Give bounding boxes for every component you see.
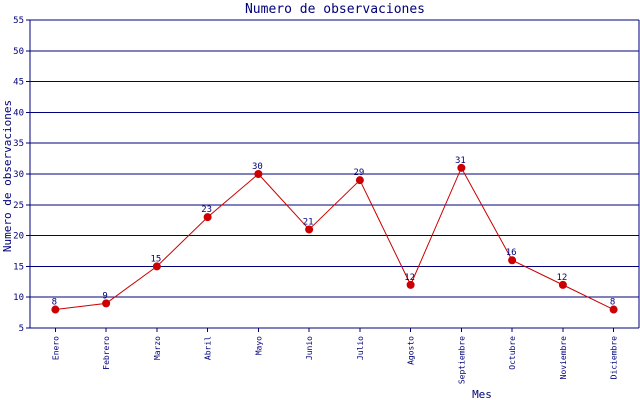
x-tick-label: Marzo bbox=[153, 336, 162, 360]
data-label: 30 bbox=[252, 162, 263, 172]
series-line bbox=[55, 166, 614, 311]
x-tick-label: Enero bbox=[51, 336, 60, 360]
data-point bbox=[457, 163, 466, 172]
y-tick-label: 55 bbox=[13, 16, 24, 26]
data-label: 8 bbox=[610, 298, 615, 308]
data-point bbox=[152, 262, 161, 271]
y-tick-label: 5 bbox=[19, 324, 24, 334]
y-axis-label: Numero de observaciones bbox=[1, 100, 14, 252]
data-label: 12 bbox=[556, 273, 567, 283]
x-tick-label: Diciembre bbox=[610, 336, 619, 380]
data-label: 23 bbox=[201, 205, 212, 215]
y-tick-label: 50 bbox=[13, 47, 24, 57]
data-point bbox=[203, 213, 212, 222]
axes: 5 10 15 20 25 30 35 40 45 50 55 Enero Febrero Marzo Ab… bbox=[13, 16, 640, 384]
data-label: 31 bbox=[455, 156, 466, 166]
x-tick-label: Mayo bbox=[254, 336, 263, 355]
y-tick-label: 15 bbox=[13, 262, 24, 272]
data-point bbox=[609, 305, 618, 314]
y-tick-label: 45 bbox=[13, 78, 24, 88]
data-point bbox=[51, 305, 60, 314]
x-tick-label: Agosto bbox=[407, 336, 416, 365]
x-axis-label: Mes bbox=[472, 388, 492, 400]
y-tick-label: 30 bbox=[13, 170, 24, 180]
y-tick-label: 25 bbox=[13, 201, 24, 211]
y-tick-label: 10 bbox=[13, 293, 24, 303]
data-label: 15 bbox=[150, 254, 161, 264]
data-point bbox=[355, 176, 364, 185]
x-tick-label: Noviembre bbox=[559, 336, 568, 380]
x-tick-label: Junio bbox=[305, 336, 314, 360]
series: 8 9 15 23 30 21 29 12 31 16 12 8 bbox=[51, 156, 618, 314]
x-tick-label: Abril bbox=[204, 336, 213, 360]
data-label: 9 bbox=[102, 291, 107, 301]
data-label: 12 bbox=[404, 273, 415, 283]
data-point bbox=[305, 225, 314, 234]
data-label: 21 bbox=[303, 217, 314, 227]
data-point bbox=[558, 280, 567, 289]
data-label: 8 bbox=[52, 298, 57, 308]
data-point bbox=[102, 299, 111, 308]
chart-title: Numero de observaciones bbox=[245, 2, 425, 17]
data-point bbox=[254, 170, 263, 178]
y-tick-label: 40 bbox=[13, 108, 24, 118]
y-tick-label: 20 bbox=[13, 232, 24, 242]
x-tick-label: Septiembre bbox=[457, 336, 466, 384]
x-tick-label: Febrero bbox=[102, 336, 111, 370]
data-point bbox=[406, 280, 415, 289]
x-tick-label: Octubre bbox=[508, 336, 517, 370]
y-tick-label: 35 bbox=[13, 139, 24, 149]
data-label: 29 bbox=[353, 168, 364, 178]
data-point bbox=[508, 256, 517, 265]
grid bbox=[30, 19, 639, 329]
x-tick-label: Julio bbox=[356, 336, 365, 360]
data-label: 16 bbox=[506, 248, 517, 258]
